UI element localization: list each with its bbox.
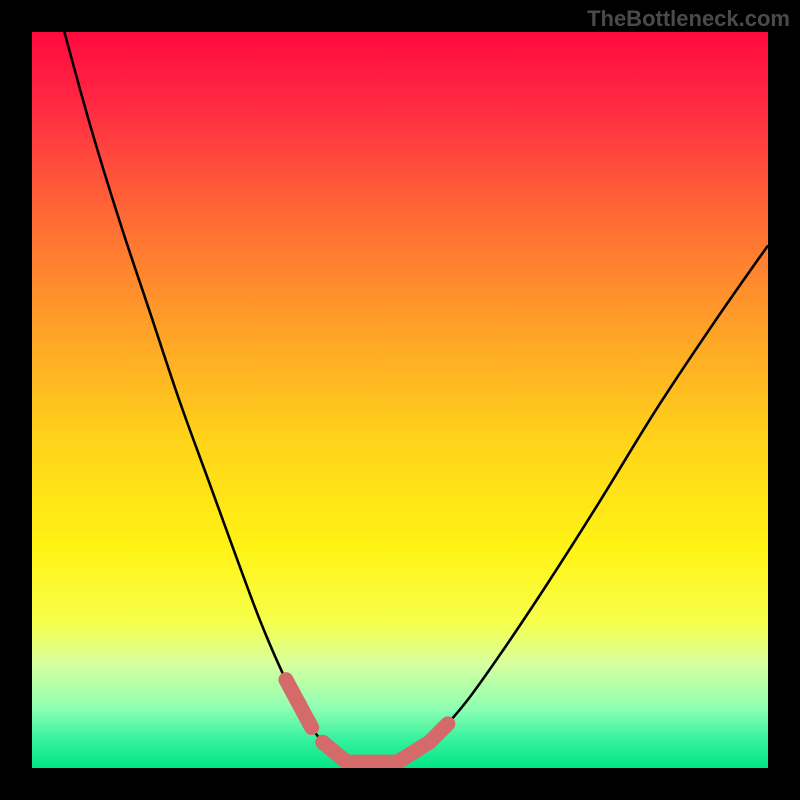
attribution-text: TheBottleneck.com bbox=[587, 6, 790, 32]
bottleneck-chart bbox=[0, 0, 800, 800]
chart-container: TheBottleneck.com bbox=[0, 0, 800, 800]
gradient-background bbox=[32, 32, 768, 768]
